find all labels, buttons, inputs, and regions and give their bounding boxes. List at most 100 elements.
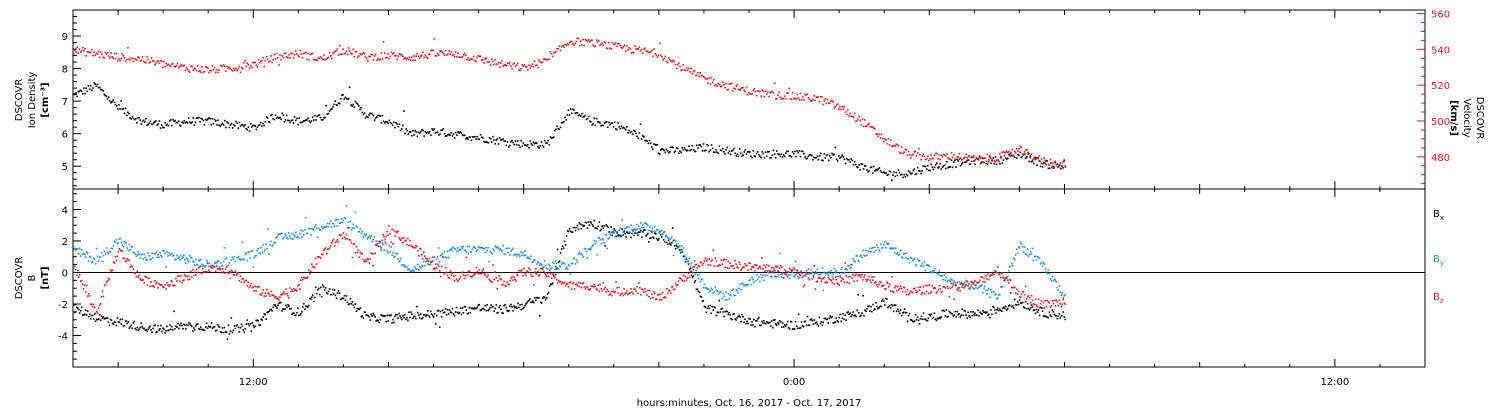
density-point bbox=[823, 153, 825, 155]
bz-point bbox=[591, 285, 594, 288]
bx-point bbox=[659, 233, 662, 236]
bx-point bbox=[1013, 298, 1016, 301]
velocity-point bbox=[838, 108, 840, 110]
density-point bbox=[540, 141, 543, 143]
density-point bbox=[315, 119, 317, 121]
density-point bbox=[700, 145, 703, 148]
bx-point bbox=[799, 327, 802, 329]
velocity-point bbox=[94, 54, 96, 57]
velocity-point bbox=[768, 95, 770, 98]
by-point bbox=[1025, 253, 1028, 256]
density-point bbox=[911, 172, 913, 175]
by-point bbox=[609, 233, 611, 236]
bz-point bbox=[764, 270, 766, 273]
by-point bbox=[825, 272, 828, 275]
velocity-point bbox=[217, 71, 219, 74]
bz-point bbox=[254, 285, 256, 288]
bx-point bbox=[624, 232, 626, 235]
bz-point bbox=[748, 262, 750, 264]
velocity-point bbox=[968, 155, 971, 157]
velocity-point bbox=[345, 50, 348, 52]
density-point bbox=[510, 140, 512, 143]
bx-point bbox=[650, 237, 652, 239]
bz-point bbox=[826, 281, 829, 284]
by-point bbox=[571, 262, 574, 265]
bx-point bbox=[312, 300, 315, 303]
by-point bbox=[184, 258, 186, 261]
by-point bbox=[877, 246, 879, 249]
by-point bbox=[389, 251, 391, 253]
velocity-point bbox=[856, 120, 858, 122]
bx-point bbox=[198, 328, 201, 331]
bx-point bbox=[144, 329, 146, 331]
by-point bbox=[399, 259, 401, 262]
velocity-point bbox=[709, 83, 712, 85]
bx-point bbox=[576, 224, 579, 227]
velocity-point bbox=[293, 54, 296, 56]
velocity-point bbox=[420, 55, 422, 57]
bx-point bbox=[345, 295, 348, 297]
bx-point bbox=[422, 316, 424, 319]
density-point bbox=[246, 128, 249, 131]
bz-point bbox=[1037, 298, 1040, 300]
by-point bbox=[973, 288, 975, 290]
velocity-point bbox=[929, 158, 931, 160]
by-point bbox=[737, 292, 739, 294]
velocity-point bbox=[424, 54, 427, 56]
by-point bbox=[451, 249, 454, 252]
bz-point bbox=[251, 286, 254, 289]
density-point bbox=[427, 132, 430, 134]
bx-point bbox=[481, 307, 484, 310]
density-point bbox=[474, 135, 476, 138]
velocity-point bbox=[623, 44, 626, 46]
bz-point bbox=[507, 283, 509, 285]
by-point bbox=[195, 258, 197, 261]
bx-point bbox=[589, 221, 592, 223]
density-point bbox=[157, 123, 160, 125]
by-point bbox=[125, 241, 128, 244]
bz-point bbox=[566, 282, 569, 285]
by-point bbox=[804, 275, 807, 277]
bz-point bbox=[608, 294, 610, 296]
bx-point bbox=[434, 323, 437, 325]
velocity-point bbox=[901, 146, 903, 148]
density-point bbox=[1057, 165, 1060, 168]
velocity-point bbox=[886, 142, 889, 145]
velocity-point bbox=[118, 57, 120, 60]
bx-point bbox=[808, 324, 811, 326]
by-point bbox=[789, 274, 792, 276]
velocity-point bbox=[698, 75, 700, 78]
bz-point bbox=[622, 294, 624, 297]
by-point bbox=[428, 264, 431, 266]
by-point bbox=[270, 240, 272, 243]
bz-point bbox=[138, 274, 140, 277]
density-point bbox=[105, 95, 108, 98]
bz-point bbox=[1047, 301, 1050, 303]
by-point bbox=[338, 222, 341, 224]
by-point bbox=[719, 291, 721, 294]
bx-point bbox=[599, 229, 602, 232]
velocity-point bbox=[368, 55, 370, 58]
bz-point bbox=[597, 284, 600, 286]
velocity-point bbox=[955, 158, 957, 160]
velocity-point bbox=[474, 59, 476, 62]
bz-point bbox=[1059, 302, 1062, 305]
by-point bbox=[89, 256, 92, 258]
bx-point bbox=[468, 307, 471, 309]
bx-point bbox=[694, 280, 697, 282]
velocity-point bbox=[1040, 158, 1043, 160]
by-point bbox=[87, 260, 90, 262]
density-point bbox=[664, 151, 667, 154]
bx-point bbox=[891, 303, 893, 306]
bx-point bbox=[616, 232, 618, 234]
density-point bbox=[560, 122, 563, 124]
bz-point bbox=[695, 263, 698, 266]
bx-point bbox=[297, 307, 299, 309]
bz-point bbox=[922, 286, 925, 288]
bx-point bbox=[1024, 301, 1027, 303]
velocity-point bbox=[646, 50, 649, 52]
by-point bbox=[712, 292, 715, 295]
bz-point bbox=[986, 278, 988, 280]
by-point bbox=[529, 258, 531, 260]
density-point bbox=[841, 154, 843, 156]
